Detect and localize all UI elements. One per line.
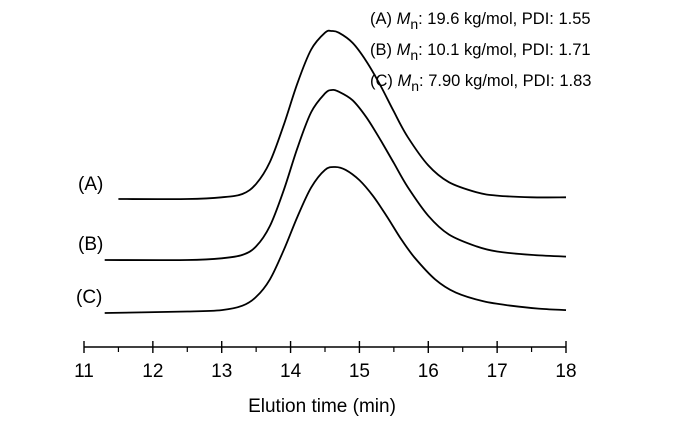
series-line-c (104, 166, 567, 314)
x-tick-label: 15 (349, 361, 370, 382)
x-tick-label: 12 (142, 361, 163, 382)
legend-entry-b: (B) Mn: 10.1 kg/mol, PDI: 1.71 (370, 41, 591, 63)
curve-label-a: (A) (78, 174, 103, 195)
curve-labels-layer: (A) (B) (C) (76, 174, 103, 308)
x-tick-label: 11 (74, 361, 94, 382)
x-tick-label: 17 (487, 361, 508, 382)
x-tick-label: 16 (418, 361, 439, 382)
series-line-b (104, 89, 567, 262)
x-tick-label: 14 (280, 361, 302, 382)
legend-entry-c: (C) Mn: 7.90 kg/mol, PDI: 1.83 (370, 72, 591, 94)
x-axis-title: Elution time (min) (248, 396, 396, 417)
x-tick-label: 18 (555, 361, 576, 382)
curve-label-c: (C) (76, 287, 102, 308)
x-axis: 11 12 13 14 15 16 17 18 (74, 341, 577, 382)
legend-entry-a: (A) Mn: 19.6 kg/mol, PDI: 1.55 (370, 10, 591, 32)
curves-layer (104, 29, 567, 314)
legend: (A) Mn: 19.6 kg/mol, PDI: 1.55 (B) Mn: 10… (370, 10, 591, 94)
x-tick-label: 13 (211, 361, 232, 382)
series-line-a (118, 29, 567, 201)
curve-label-b: (B) (78, 234, 103, 255)
